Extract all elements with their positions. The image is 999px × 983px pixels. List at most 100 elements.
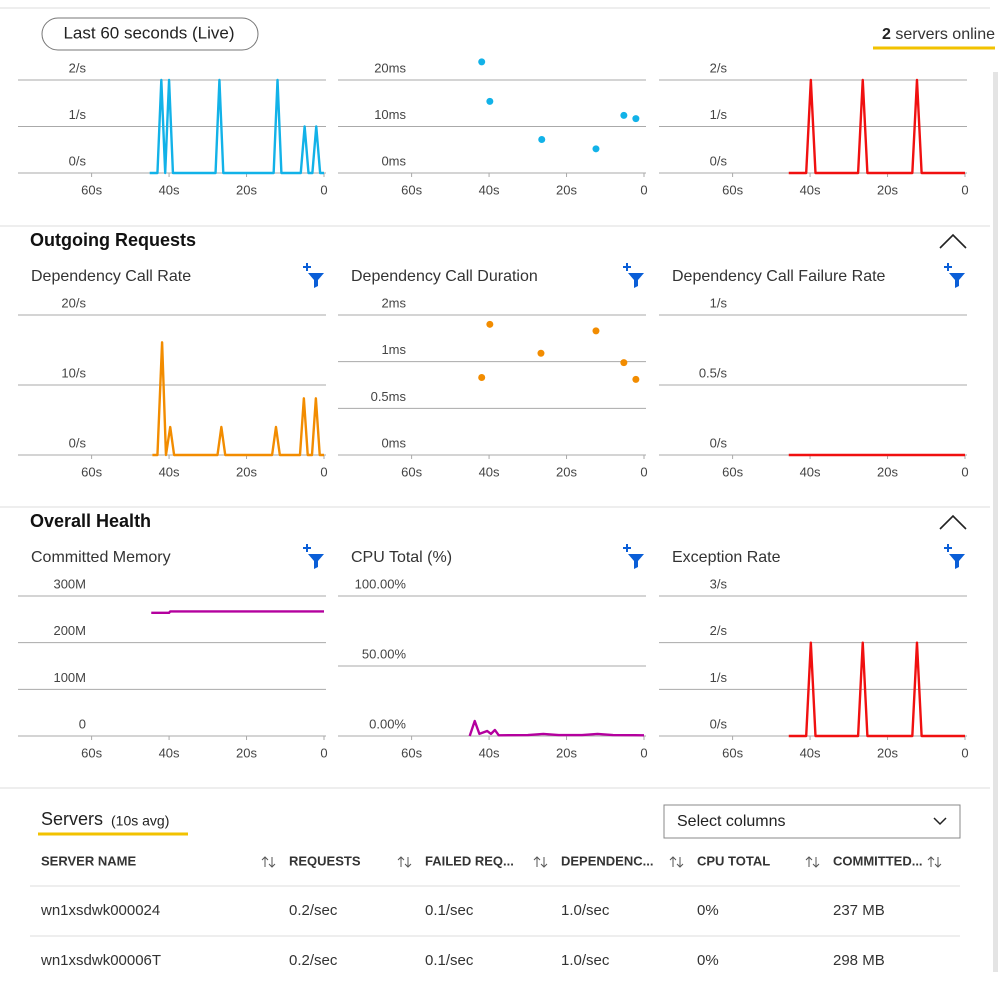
chart-title: Dependency Call Rate (31, 268, 191, 285)
select-columns-dropdown[interactable] (663, 804, 961, 839)
table-cell: 0.1/sec (425, 902, 474, 919)
column-header[interactable]: CPU TOTAL (697, 853, 770, 868)
table-cell: 0.2/sec (289, 902, 338, 919)
y-tick-label: 0 (79, 716, 86, 731)
series-line (151, 610, 324, 614)
x-tick-label: 60s (722, 745, 743, 760)
y-tick-label: 0.5ms (371, 389, 407, 404)
sort-icon[interactable] (669, 856, 684, 868)
series-line (149, 78, 324, 175)
filter-icon[interactable] (308, 273, 324, 288)
filter-icon[interactable] (308, 554, 324, 569)
x-tick-label: 20s (556, 464, 577, 479)
filter-icon[interactable] (628, 273, 644, 288)
servers-table: SERVER NAME REQUESTS FAILED REQ... DEPENDEN… (30, 853, 960, 969)
x-tick-label: 60s (401, 745, 422, 760)
data-point (486, 320, 494, 328)
y-tick-label: 300M (53, 576, 86, 591)
sort-icon[interactable] (261, 856, 276, 868)
y-tick-label: 20ms (374, 60, 406, 75)
y-tick-label: 100M (53, 670, 86, 685)
y-tick-label: 0/s (710, 716, 728, 731)
sort-icon[interactable] (533, 856, 548, 868)
column-header[interactable]: DEPENDENC... (561, 853, 653, 868)
filter-icon[interactable] (949, 554, 965, 569)
column-header[interactable]: FAILED REQ... (425, 853, 514, 868)
y-tick-label: 0/s (710, 153, 728, 168)
chart: 0/s 1/s 2/s 60s 40s 20s 0 (659, 60, 969, 197)
x-tick-label: 40s (800, 745, 821, 760)
servers-title: Servers (41, 809, 103, 829)
x-tick-label: 0 (320, 745, 327, 760)
y-tick-label: 2/s (710, 60, 728, 75)
section-title: Outgoing Requests (30, 230, 196, 250)
table-cell: 0% (697, 902, 719, 919)
data-point (620, 111, 628, 119)
x-tick-label: 0 (961, 464, 968, 479)
chart-title: Committed Memory (31, 549, 171, 566)
time-range-button[interactable] (41, 17, 259, 51)
data-point (486, 97, 494, 105)
x-tick-label: 0 (640, 464, 647, 479)
x-tick-label: 20s (236, 182, 257, 197)
filter-icon[interactable] (628, 554, 644, 569)
table-cell: 237 MB (833, 902, 885, 919)
y-tick-label: 2/s (710, 623, 728, 638)
table-cell: wn1xsdwk000024 (40, 902, 160, 919)
filter-plus (623, 544, 631, 552)
column-header[interactable]: COMMITTED... (833, 853, 923, 868)
chart: Dependency Call Failure Rate 0/s 0.5/s 1/s 6… (659, 263, 969, 479)
table-cell: 1.0/sec (561, 952, 610, 969)
chart: CPU Total (%) 0.00% 50.00% 100.00% 60s 40s 20s… (338, 544, 648, 760)
x-tick-label: 40s (479, 745, 500, 760)
collapse-chevron[interactable] (939, 514, 967, 530)
time-range-label: Last 60 seconds (Live) (63, 23, 234, 42)
x-tick-label: 40s (800, 464, 821, 479)
x-tick-label: 20s (556, 745, 577, 760)
collapse-chevron[interactable] (939, 233, 967, 249)
x-tick-label: 60s (401, 464, 422, 479)
chart: 0ms 10ms 20ms 60s 40s 20s 0 (338, 58, 648, 197)
section-title: Overall Health (30, 511, 151, 531)
y-tick-label: 10/s (61, 365, 86, 380)
scrollbar[interactable] (993, 72, 998, 972)
select-columns-label: Select columns (677, 813, 786, 830)
y-tick-label: 0/s (710, 435, 728, 450)
x-tick-label: 60s (81, 745, 102, 760)
panel: Outgoing Requests Dependency Call Rate 0/s… (18, 230, 969, 479)
y-tick-label: 100.00% (355, 576, 407, 591)
x-tick-label: 60s (401, 182, 422, 197)
column-header[interactable]: REQUESTS (289, 853, 361, 868)
x-tick-label: 40s (159, 745, 180, 760)
column-header[interactable]: SERVER NAME (41, 853, 136, 868)
x-tick-label: 40s (800, 182, 821, 197)
data-point (632, 375, 640, 383)
chart-title: Dependency Call Failure Rate (672, 268, 886, 285)
sort-icon[interactable] (397, 856, 412, 868)
y-tick-label: 2ms (381, 295, 406, 310)
x-tick-label: 0 (320, 464, 327, 479)
sort-icon[interactable] (805, 856, 820, 868)
table-cell: 0.2/sec (289, 952, 338, 969)
table-cell: 0.1/sec (425, 952, 474, 969)
x-tick-label: 0 (640, 745, 647, 760)
x-tick-label: 20s (877, 182, 898, 197)
y-tick-label: 1/s (710, 670, 728, 685)
x-tick-label: 20s (556, 182, 577, 197)
x-tick-label: 40s (159, 182, 180, 197)
sort-icon[interactable] (927, 856, 942, 868)
data-point (592, 145, 600, 153)
servers-online[interactable]: 2 servers online (882, 26, 995, 43)
chart-title: Dependency Call Duration (351, 268, 538, 285)
y-tick-label: 10ms (374, 107, 406, 122)
chart: Dependency Call Rate 0/s 10/s 20/s 60s 40s 20s… (18, 263, 328, 479)
filter-icon[interactable] (949, 273, 965, 288)
x-tick-label: 20s (877, 464, 898, 479)
y-tick-label: 3/s (710, 576, 728, 591)
chart: Committed Memory 0 100M 200M 300M 60s 40s 20s 0 (18, 544, 328, 760)
servers-label: servers online (895, 26, 995, 43)
dropdown-chevron (933, 817, 947, 826)
panel: Overall Health Committed Memory 0 100M 200M 3… (18, 511, 969, 760)
y-tick-label: 0/s (69, 153, 87, 168)
